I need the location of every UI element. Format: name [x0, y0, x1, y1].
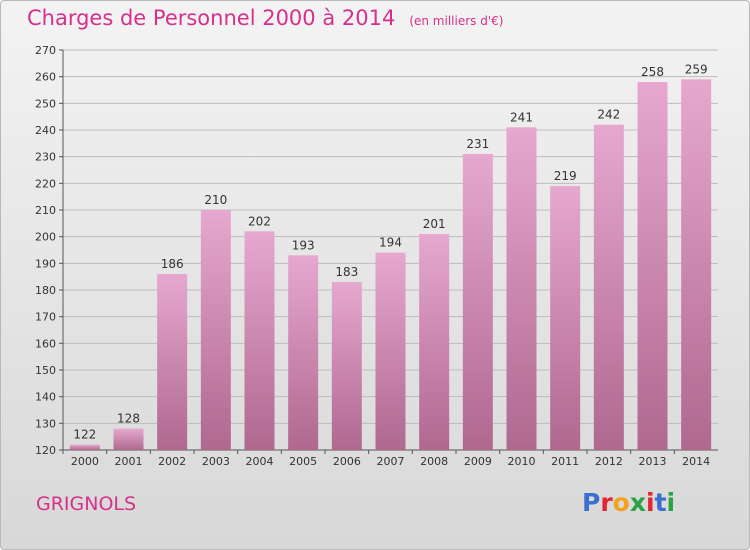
title-text: Charges de Personnel 2000 à 2014	[27, 6, 396, 30]
logo-letter: i	[646, 488, 655, 517]
y-tick-label: 260	[35, 71, 56, 84]
x-tick-label-2008: 2008	[420, 455, 448, 468]
unit-label: (en milliers d'€)	[409, 14, 504, 28]
value-label-2010: 241	[510, 110, 533, 124]
bar-2002	[157, 274, 188, 450]
y-tick-label: 130	[35, 417, 56, 430]
value-label-2009: 231	[466, 137, 489, 151]
logo-letter: x	[629, 488, 646, 517]
logo-letter: o	[612, 488, 630, 517]
x-tick-label-2010: 2010	[508, 455, 536, 468]
x-tick-label-2012: 2012	[595, 455, 623, 468]
x-tick-label-2013: 2013	[639, 455, 667, 468]
bar-2006	[331, 282, 362, 450]
y-tick-label: 240	[35, 124, 56, 137]
bar-2000	[69, 444, 100, 450]
bar-2014	[681, 79, 712, 450]
y-tick-label: 220	[35, 177, 56, 190]
value-label-2013: 258	[641, 65, 664, 79]
x-tick-label-2002: 2002	[158, 455, 186, 468]
x-tick-label-2004: 2004	[246, 455, 274, 468]
x-tick-label-2011: 2011	[551, 455, 579, 468]
value-label-2005: 193	[292, 238, 315, 252]
y-tick-label: 210	[35, 204, 56, 217]
y-tick-label: 160	[35, 337, 56, 350]
y-tick-label: 250	[35, 97, 56, 110]
bar-2003	[200, 210, 231, 450]
value-label-2011: 219	[554, 169, 577, 183]
bar-2007	[375, 252, 406, 450]
x-tick-label-2006: 2006	[333, 455, 361, 468]
y-tick-label: 180	[35, 284, 56, 297]
value-label-2000: 122	[73, 428, 96, 442]
proxiti-logo: Proxiti	[582, 488, 675, 517]
y-tick-label: 140	[35, 391, 56, 404]
x-tick-label-2005: 2005	[289, 455, 317, 468]
x-tick-label-2007: 2007	[377, 455, 405, 468]
logo-letter: P	[582, 488, 601, 517]
y-tick-label: 190	[35, 257, 56, 270]
logo-letter: i	[666, 488, 676, 517]
labels: 122 2000 128 2001 186 2002 210 2003 202 2004 193 20…	[71, 62, 710, 468]
bar-2008	[419, 234, 450, 450]
x-tick-label-2014: 2014	[682, 455, 710, 468]
bars	[69, 79, 712, 451]
value-label-2003: 210	[204, 193, 227, 207]
bar-2012	[593, 124, 624, 451]
bar-2005	[288, 255, 319, 450]
x-tick-label-2003: 2003	[202, 455, 230, 468]
bar-2009	[462, 154, 493, 450]
y-tick-label: 170	[35, 311, 56, 324]
value-label-2012: 242	[597, 108, 620, 122]
value-label-2007: 194	[379, 236, 402, 250]
value-label-2002: 186	[161, 257, 184, 271]
y-tick-label: 120	[35, 444, 56, 457]
logo-letter: r	[600, 488, 613, 517]
bar-2011	[550, 186, 581, 450]
x-tick-label-2000: 2000	[71, 455, 99, 468]
bar-2004	[244, 231, 275, 450]
y-tick-label: 230	[35, 151, 56, 164]
chart-title: Charges de Personnel 2000 à 2014 (en mill…	[27, 6, 503, 30]
value-label-2008: 201	[423, 217, 446, 231]
bar-2013	[637, 82, 668, 450]
x-tick-label-2009: 2009	[464, 455, 492, 468]
bar-2001	[113, 428, 144, 450]
value-label-2006: 183	[335, 265, 358, 279]
value-label-2004: 202	[248, 214, 271, 228]
x-tick-label-2001: 2001	[115, 455, 143, 468]
value-label-2001: 128	[117, 412, 140, 426]
y-tick-label: 200	[35, 231, 56, 244]
logo-letter: t	[654, 488, 667, 517]
commune-name: GRIGNOLS	[36, 493, 137, 515]
y-tick-label: 150	[35, 364, 56, 377]
bar-2010	[506, 127, 537, 450]
y-tick-label: 270	[35, 44, 56, 57]
value-label-2014: 259	[685, 62, 708, 76]
